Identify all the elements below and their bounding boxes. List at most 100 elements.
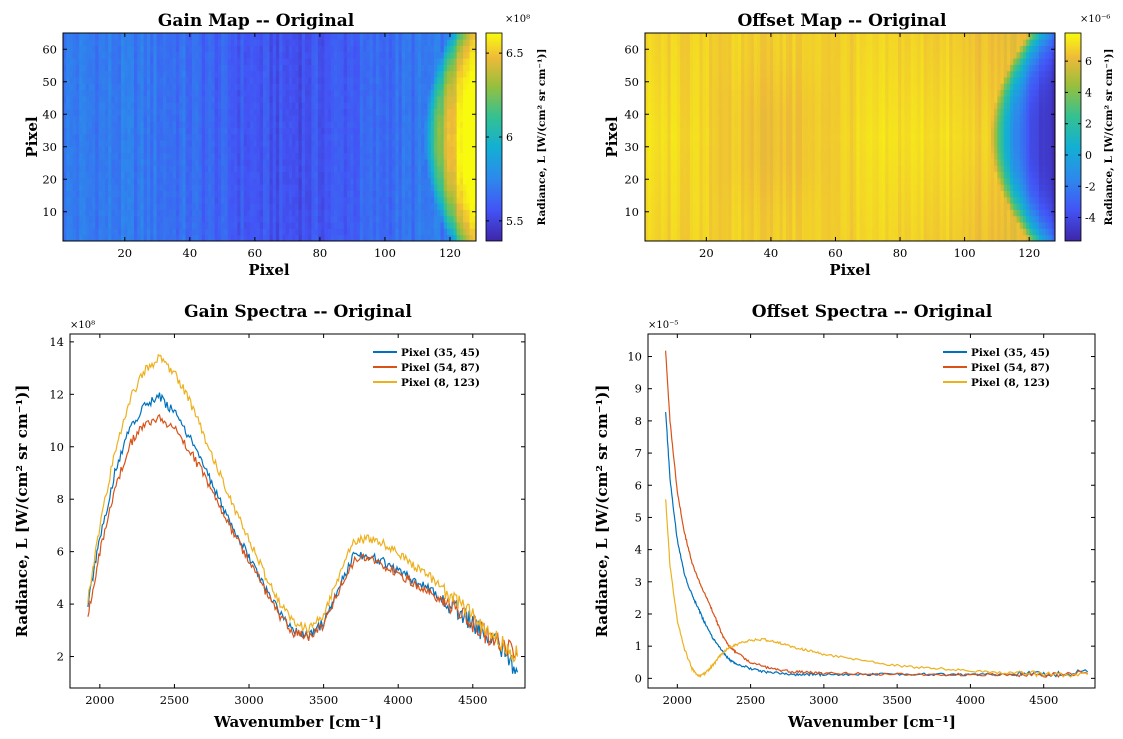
gain-map-cell (324, 58, 328, 65)
gain-map-cell (234, 196, 238, 204)
offset-map-cell (673, 83, 678, 91)
gain-map-cell (450, 209, 454, 217)
gain-map-cell (446, 39, 451, 47)
gain-map-cell (195, 114, 199, 122)
gain-map-cell (466, 152, 470, 160)
offset-map-cell (696, 77, 700, 84)
gain-map-cell (195, 203, 199, 210)
gain-map-cell (185, 177, 190, 185)
offset-map-cell (661, 96, 665, 103)
offset-map-cell (680, 234, 684, 242)
gain-map-cell (417, 209, 422, 217)
gain-map-cell (250, 83, 254, 91)
gain-map-cell (169, 77, 174, 84)
gain-map-cell (259, 203, 264, 210)
gain-map-cell (69, 159, 74, 166)
offset-map-cell (677, 152, 681, 160)
offset-map-cell (664, 209, 668, 217)
gain-map-cell (159, 140, 164, 147)
gain-map-cell (224, 228, 228, 236)
gain-map-cell (366, 222, 370, 229)
gain-map-cell (201, 133, 206, 141)
gain-map-cell (395, 165, 399, 173)
gain-map-cell (159, 121, 164, 128)
gain-map-cell (75, 177, 80, 185)
gain-map-cell (356, 96, 361, 103)
gain-map-cell (253, 140, 257, 147)
gain-map-cell (137, 140, 141, 147)
gain-map-cell (366, 146, 370, 154)
gain-map-cell (182, 177, 187, 185)
gain-map-cell (459, 196, 464, 204)
gain-map-cell (188, 70, 193, 78)
offset-map-cell (683, 165, 688, 173)
gain-map-cell (446, 77, 451, 84)
gain-map-cell (214, 83, 219, 91)
gain-map-cell (163, 83, 167, 91)
offset-map-cell (693, 77, 697, 84)
gain-map-cell (159, 64, 164, 72)
gain-map-cell (211, 165, 216, 173)
gain-map-cell (414, 108, 419, 116)
gain-map-cell (124, 39, 128, 47)
offset-map-cell (680, 33, 684, 40)
gain-map-cell (311, 140, 316, 147)
gain-map-cell (314, 102, 319, 110)
gain-map-cell (88, 152, 93, 160)
gain-map-cell (182, 171, 187, 179)
gain-map-cell (263, 165, 267, 173)
gain-map-cell (204, 222, 209, 229)
gain-map-cell (456, 140, 461, 147)
gain-map-cell (127, 102, 132, 110)
gain-map-cell (163, 51, 167, 59)
gain-map-cell (266, 102, 270, 110)
gain-map-cell (327, 203, 332, 210)
gain-map-cell (101, 96, 106, 103)
gain-map-cell (214, 70, 219, 78)
gain-map-cell (346, 171, 351, 179)
gain-map-cell (92, 70, 96, 78)
gain-map-cell (92, 64, 96, 72)
gain-map-cell (237, 196, 241, 204)
gain-map-cell (334, 114, 338, 122)
gain-map-cell (321, 146, 325, 154)
gain-map-cell (246, 165, 251, 173)
offset-map-cell (705, 171, 710, 179)
gain-map-cell (75, 203, 80, 210)
gain-map-cell (208, 108, 212, 116)
gain-map-cell (301, 33, 306, 40)
gain-map-cell (356, 70, 361, 78)
gain-map-cell (85, 159, 90, 166)
offset-map-cell (709, 228, 713, 236)
gain-map-cell (459, 177, 464, 185)
gain-map-cell (240, 96, 245, 103)
gain-map-cell (456, 127, 461, 135)
gain-map-cell (375, 127, 380, 135)
gain-map-cell (405, 58, 409, 65)
gain-map-cell (250, 215, 254, 223)
offset-map-cell (683, 177, 688, 185)
gain-map-cell (104, 209, 109, 217)
gain-map-cell (424, 121, 429, 128)
gain-map-cell (388, 234, 393, 242)
gain-map-cell (230, 190, 235, 198)
gain-map-cell (69, 133, 74, 141)
gain-map-cell (388, 146, 393, 154)
gain-map-cell (340, 96, 345, 103)
gain-map-cell (121, 127, 125, 135)
offset-map-cell (683, 77, 688, 84)
gain-map-cell (340, 234, 345, 242)
gain-map-colorbar-exponent: ×10⁸ (505, 14, 530, 25)
gain-map-cell (369, 177, 374, 185)
gain-map-cell (124, 58, 128, 65)
gain-map-cell (424, 89, 429, 97)
gain-map-cell (263, 228, 267, 236)
gain-map-cell (82, 102, 86, 110)
offset-map-cell (677, 146, 681, 154)
gain-map-cell (250, 45, 254, 53)
gain-map-cell (275, 77, 280, 84)
gain-map-cell (124, 70, 128, 78)
offset-map-cell (661, 228, 665, 236)
gain-map-cell (259, 58, 264, 65)
offset-map-cell (702, 184, 707, 191)
